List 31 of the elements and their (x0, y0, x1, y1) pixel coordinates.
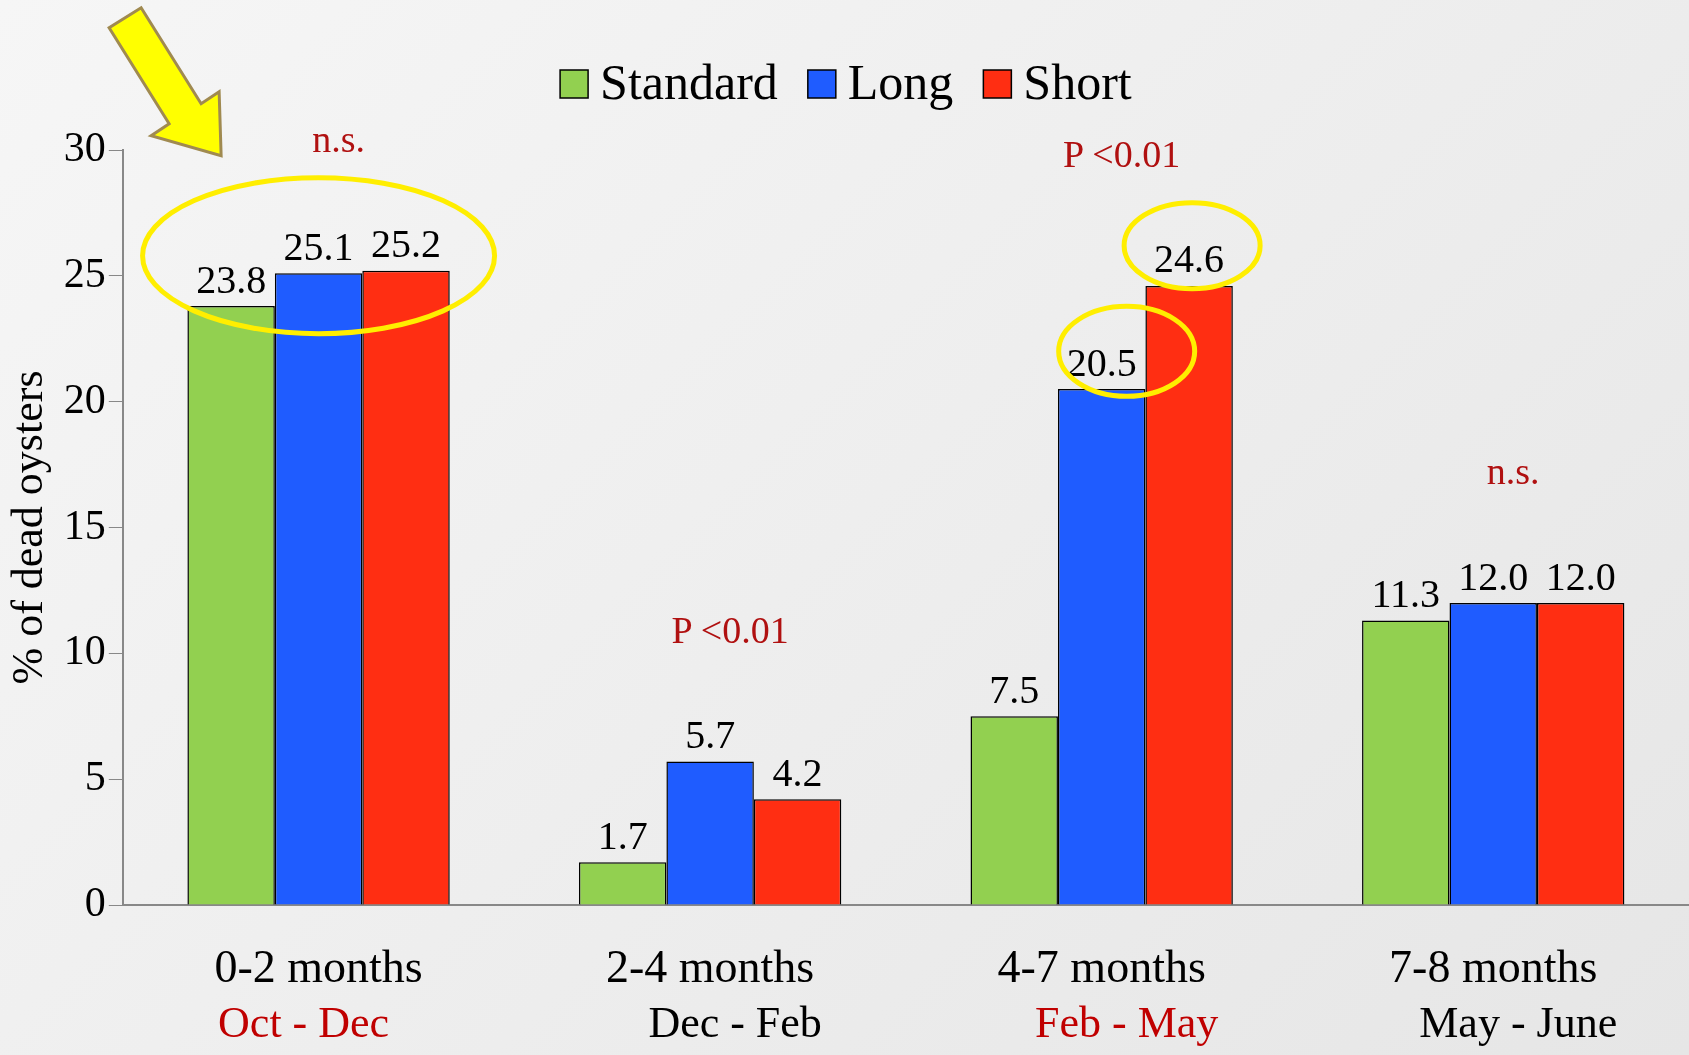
y-tick-label: 30 (63, 124, 106, 171)
data-label: 4.2 (772, 749, 823, 795)
data-label: 25.1 (283, 223, 354, 269)
data-label: 12.0 (1545, 553, 1616, 599)
data-label: 20.5 (1066, 339, 1137, 385)
y-tick-label: 15 (63, 501, 106, 548)
x-tick-label: 2-4 months Dec - Feb (605, 941, 822, 1047)
annotation: P <0.01 (671, 608, 789, 651)
annotation: n.s. (1486, 449, 1540, 492)
data-label: 25.2 (371, 221, 442, 267)
data-label: 7.5 (989, 666, 1040, 712)
y-tick-label: 25 (63, 249, 106, 296)
data-label: 23.8 (196, 256, 267, 302)
legend-label: Standard (600, 54, 778, 111)
y-axis-title: % of dead oysters (2, 370, 52, 685)
y-tick-label: 10 (63, 627, 106, 674)
y-tick-label: 20 (63, 375, 106, 422)
annotation: P <0.01 (1063, 132, 1181, 175)
x-tick-label: 4-7 months Feb - May (997, 941, 1219, 1047)
data-label: 1.7 (597, 812, 648, 858)
legend-label: Long (847, 54, 954, 111)
x-tick-label: 7-8 months May - June (1389, 941, 1618, 1047)
data-label: 12.0 (1458, 553, 1529, 599)
y-tick-label: 5 (84, 753, 106, 800)
y-tick-label: 0 (84, 879, 106, 926)
annotation: n.s. (312, 117, 365, 160)
legend-label: Short (1023, 54, 1132, 111)
data-label: 11.3 (1371, 571, 1441, 617)
data-label: 24.6 (1154, 236, 1225, 282)
data-label: 5.7 (685, 712, 736, 758)
x-tick-label: 0-2 months Oct - Dec (214, 941, 423, 1047)
